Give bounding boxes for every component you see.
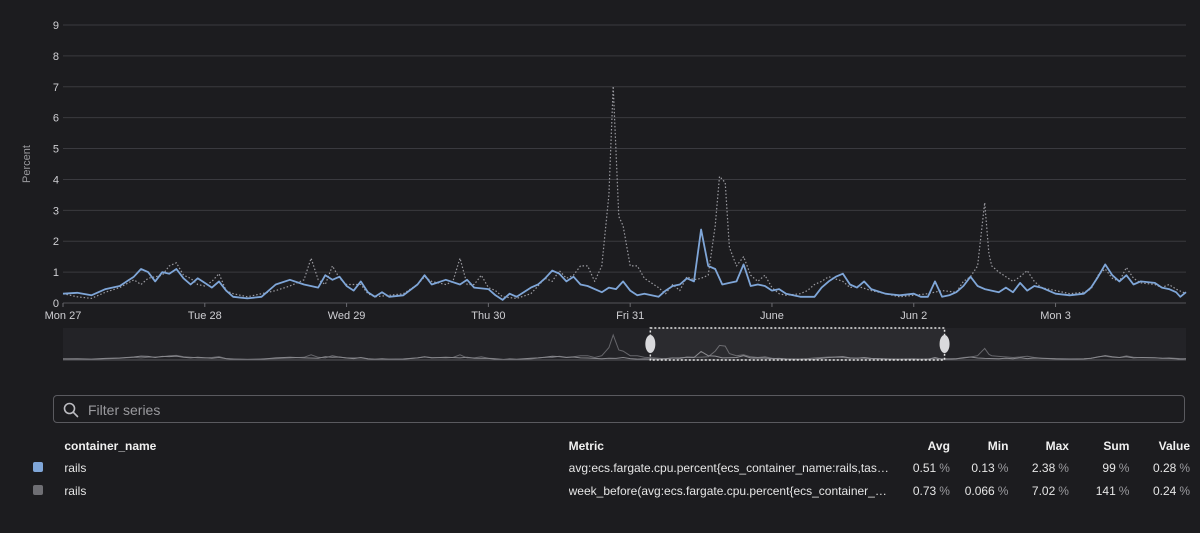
legend-max-value: 2.38 bbox=[1031, 460, 1056, 475]
time-navigator[interactable] bbox=[0, 322, 1200, 364]
main-chart-svg[interactable]: 0 1 2 3 4 5 6 7 8 9 Percent Mon 27 Tue 28 Wed 29 Thu 3… bbox=[0, 0, 1200, 330]
y-tick-label: 7 bbox=[53, 82, 59, 94]
timeseries-chart[interactable]: 0 1 2 3 4 5 6 7 8 9 Percent Mon 27 Tue 28 Wed 29 Thu 3… bbox=[0, 0, 1200, 330]
legend-unit: % bbox=[939, 460, 950, 475]
legend-avg-value: 0.73 bbox=[912, 483, 937, 498]
search-icon bbox=[63, 402, 79, 418]
legend-header-container-name[interactable]: container_name bbox=[64, 439, 157, 453]
legend-container-name: rails bbox=[64, 460, 87, 475]
legend-header-value[interactable]: Value bbox=[1158, 439, 1190, 453]
legend-unit: % bbox=[1058, 460, 1069, 475]
series-line-week-before bbox=[62, 85, 1187, 299]
legend-avg-value: 0.51 bbox=[912, 460, 937, 475]
legend-last-value: 0.28 bbox=[1152, 460, 1177, 475]
y-tick-label: 1 bbox=[53, 267, 59, 279]
legend-header-sum[interactable]: Sum bbox=[1103, 439, 1130, 453]
legend-unit: % bbox=[1179, 460, 1190, 475]
legend-unit: % bbox=[1058, 483, 1069, 498]
navigator-series-line bbox=[62, 333, 1187, 361]
x-tick-label: Mon 27 bbox=[45, 310, 82, 322]
legend-unit: % bbox=[1179, 483, 1190, 498]
legend-header-avg[interactable]: Avg bbox=[927, 439, 950, 453]
legend-header-row: container_name Metric Avg Min Max Sum Va… bbox=[28, 436, 1190, 456]
y-tick-label: 6 bbox=[53, 113, 59, 125]
x-tick-label: Jun 2 bbox=[900, 310, 927, 322]
legend-max-value: 7.02 bbox=[1031, 483, 1056, 498]
y-tick-label: 5 bbox=[53, 144, 59, 156]
y-tick-label: 9 bbox=[53, 20, 59, 32]
legend-sum-value: 141 bbox=[1095, 483, 1116, 498]
x-tick-label: Mon 3 bbox=[1040, 310, 1071, 322]
legend-unit: % bbox=[939, 483, 950, 498]
legend-row-current[interactable]: rails avg:ecs.fargate.cpu.percent{ecs_co… bbox=[28, 456, 1190, 479]
legend-unit: % bbox=[997, 460, 1009, 475]
legend-row-week-before[interactable]: rails week_before(avg:ecs.fargate.cpu.pe… bbox=[28, 479, 1190, 502]
y-tick-label: 0 bbox=[53, 298, 59, 310]
navigator-svg[interactable] bbox=[0, 322, 1200, 364]
legend-header-metric[interactable]: Metric bbox=[568, 439, 604, 453]
filter-series-input[interactable] bbox=[86, 399, 1170, 421]
legend-header-max[interactable]: Max bbox=[1045, 439, 1069, 453]
series-color-swatch[interactable] bbox=[33, 461, 43, 472]
legend-unit: % bbox=[1118, 460, 1130, 475]
x-tick-label: Thu 30 bbox=[471, 310, 505, 322]
legend-table: container_name Metric Avg Min Max Sum Va… bbox=[28, 436, 1190, 502]
x-tick-label: Fri 31 bbox=[616, 310, 644, 322]
navigator-left-handle[interactable] bbox=[645, 335, 656, 353]
navigator-background bbox=[63, 328, 1186, 360]
filter-series-box[interactable] bbox=[53, 395, 1185, 423]
legend-container-name: rails bbox=[64, 483, 87, 498]
x-tick-label: Wed 29 bbox=[328, 310, 366, 322]
y-axis-label: Percent bbox=[21, 145, 33, 183]
y-tick-label: 4 bbox=[53, 174, 59, 186]
legend-min-value: 0.066 bbox=[964, 483, 995, 498]
legend-min-value: 0.13 bbox=[971, 460, 995, 475]
y-tick-label: 8 bbox=[53, 51, 59, 63]
navigator-selection-window[interactable] bbox=[649, 327, 946, 361]
series-color-swatch[interactable] bbox=[33, 484, 43, 495]
y-tick-label: 3 bbox=[53, 205, 59, 217]
navigator-right-handle[interactable] bbox=[939, 335, 950, 353]
legend-metric-query: week_before(avg:ecs.fargate.cpu.percent{… bbox=[568, 483, 891, 498]
y-tick-label: 2 bbox=[53, 236, 59, 248]
legend-last-value: 0.24 bbox=[1152, 483, 1177, 498]
series-line-current bbox=[62, 228, 1187, 301]
x-tick-label: Tue 28 bbox=[188, 310, 222, 322]
legend-swatch-header bbox=[28, 436, 64, 456]
legend-unit: % bbox=[1118, 483, 1130, 498]
legend-header-min[interactable]: Min bbox=[987, 439, 1009, 453]
legend-sum-value: 99 bbox=[1102, 460, 1116, 475]
legend-metric-query: avg:ecs.fargate.cpu.percent{ecs_containe… bbox=[568, 460, 891, 475]
legend-unit: % bbox=[997, 483, 1009, 498]
x-tick-label: June bbox=[760, 310, 784, 322]
